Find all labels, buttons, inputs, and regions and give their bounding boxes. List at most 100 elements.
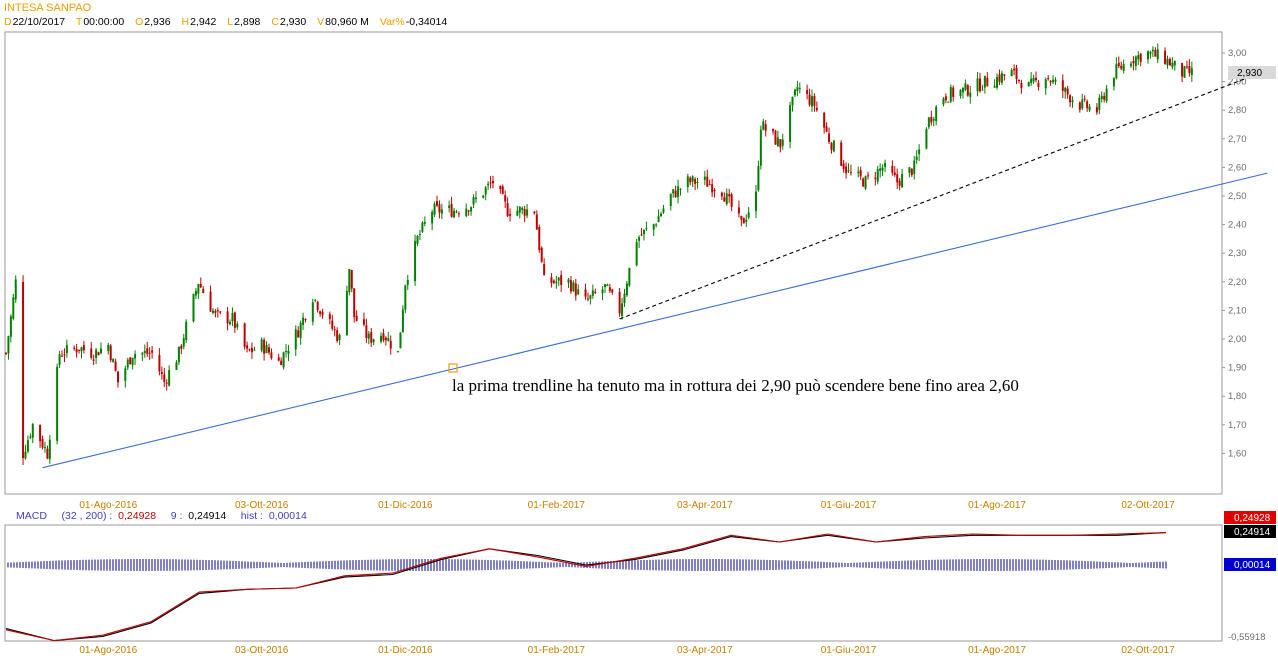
candle-body	[372, 339, 375, 343]
annotation-anchor[interactable]	[448, 363, 458, 373]
candle-body	[421, 222, 424, 232]
candle-body	[509, 214, 512, 216]
candle-body	[611, 289, 614, 293]
candle-body	[789, 105, 792, 142]
annotation-text[interactable]: la prima trendline ha tenuto ma in rottu…	[452, 376, 1019, 395]
candle-body	[949, 87, 952, 102]
trendline-dashed[interactable]	[619, 69, 1268, 320]
candle-body	[776, 137, 779, 146]
candle-body	[226, 311, 229, 324]
candle-body	[117, 371, 120, 383]
candle-body	[538, 227, 541, 250]
candle-body	[297, 330, 300, 338]
y-tick-label: 1,90	[1228, 363, 1247, 374]
candle-body	[302, 317, 305, 325]
candle-body	[832, 140, 835, 152]
low-value: 2,898	[234, 16, 261, 28]
macd-tags: 0,24928 0,24914 0,00014 -0,55918	[1224, 511, 1276, 643]
candle-body	[672, 189, 675, 194]
candle-body	[947, 101, 950, 103]
candle-body	[604, 284, 607, 287]
candle-body	[333, 329, 336, 331]
y-tick-label: 2,00	[1228, 334, 1247, 345]
candle-body	[862, 178, 865, 187]
candle-body	[260, 339, 263, 351]
date-key: D	[4, 16, 12, 28]
candle-body	[158, 355, 161, 372]
candle-body	[925, 128, 928, 149]
candle-body	[73, 347, 76, 349]
candle-body	[745, 219, 748, 222]
hist-label: hist :	[240, 510, 263, 522]
y-axis: 3,002,902,802,702,602,502,402,302,202,10…	[1222, 48, 1247, 459]
candle-body	[810, 96, 813, 107]
candle-body	[367, 333, 370, 339]
candle-body	[151, 350, 154, 353]
candle-body	[523, 208, 526, 216]
candle-body	[574, 283, 577, 296]
trendlines[interactable]	[42, 69, 1268, 469]
candle-body	[1054, 79, 1057, 82]
candle-body	[9, 316, 12, 337]
volume-key: V	[317, 16, 325, 28]
candle-body	[233, 312, 236, 328]
candle-body	[1156, 49, 1159, 60]
candle-body	[1020, 82, 1023, 89]
candle-body	[48, 439, 51, 460]
candle-body	[457, 213, 460, 215]
candle-body	[1147, 51, 1150, 60]
candle-body	[1132, 61, 1135, 64]
candle-body	[22, 281, 25, 459]
volume-value: 80,960 M	[325, 16, 369, 28]
candle-body	[435, 201, 438, 206]
candle-body	[754, 191, 757, 212]
candle-body	[966, 85, 969, 96]
candle-body	[265, 345, 268, 353]
y-tick-label: 2,10	[1228, 305, 1247, 316]
candle-body	[438, 204, 441, 213]
candle-body	[552, 280, 555, 283]
ohlc-readout: D22/10/2017 T00:00:00 O2,936 H2,942 L2,8…	[4, 16, 455, 28]
candle-body	[866, 175, 869, 177]
candle-body	[625, 283, 628, 296]
candle-body	[501, 186, 504, 194]
candle-body	[898, 180, 901, 186]
x-tick-label: 01-Giu-2017	[821, 500, 877, 511]
candle-body	[884, 163, 887, 167]
candle-body	[124, 368, 127, 381]
candle-body	[1015, 67, 1018, 80]
candle-body	[404, 285, 407, 310]
candle-body	[725, 193, 728, 205]
macd-min-label: -0,55918	[1228, 632, 1266, 643]
candle-body	[772, 128, 775, 132]
y-tick-label: 1,70	[1228, 420, 1247, 431]
candle-body	[893, 172, 896, 176]
candle-body	[1185, 66, 1188, 68]
candle-body	[864, 176, 867, 189]
candle-body	[1122, 64, 1125, 71]
candle-body	[840, 142, 843, 166]
var-key: Var%	[379, 16, 405, 28]
candles	[5, 43, 1193, 465]
candle-body	[418, 234, 421, 236]
candle-body	[472, 197, 475, 205]
candle-body	[791, 96, 794, 106]
candle-body	[56, 366, 59, 441]
candle-body	[577, 289, 580, 295]
candle-body	[779, 139, 782, 148]
candle-body	[1061, 80, 1064, 91]
candle-body	[737, 207, 740, 214]
candle-body	[677, 186, 680, 198]
trendline-solid[interactable]	[42, 172, 1268, 469]
candle-body	[913, 160, 916, 175]
candle-body	[742, 218, 745, 224]
candle-body	[243, 323, 246, 347]
y-tick-label: 1,80	[1228, 391, 1247, 402]
candle-body	[355, 315, 358, 321]
candle-body	[211, 310, 214, 313]
candle-body	[740, 215, 743, 220]
candle-body	[1052, 79, 1055, 83]
candle-body	[1117, 62, 1120, 67]
candle-body	[43, 447, 46, 449]
